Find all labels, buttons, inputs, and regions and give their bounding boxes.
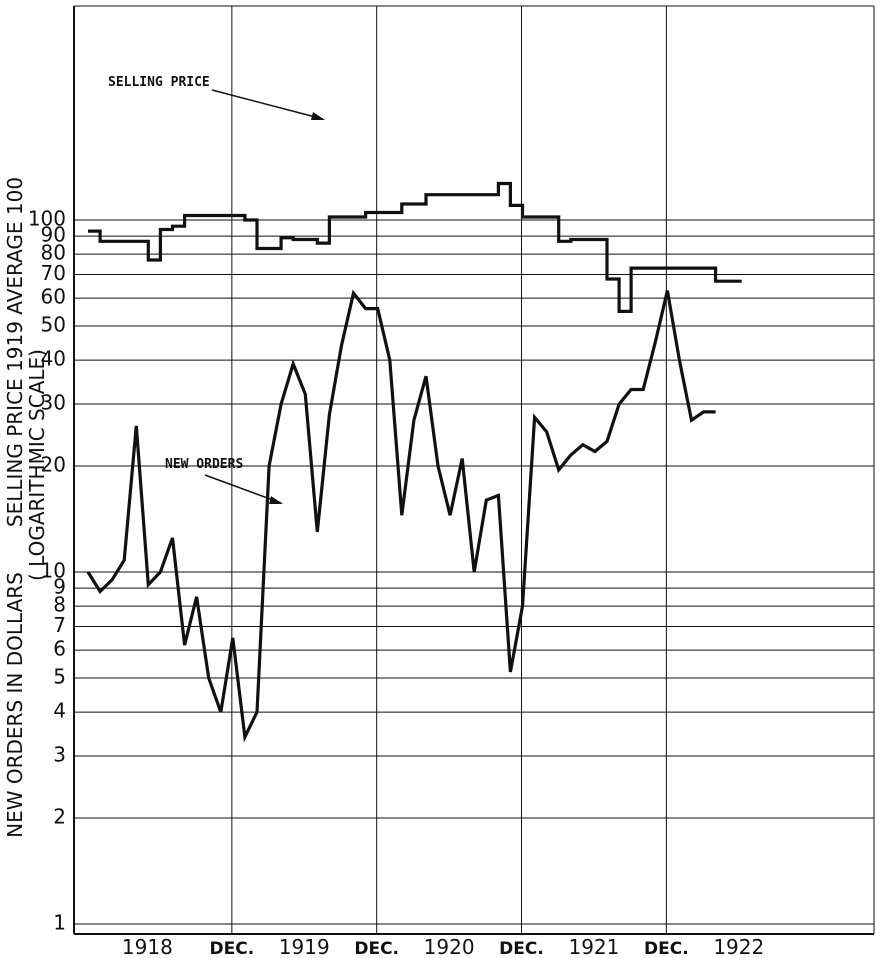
y-axis-label-1: SELLING PRICE 1919 AVERAGE 100 [3, 177, 27, 527]
y-tick-label: 80 [41, 241, 66, 265]
y-tick-label: 7 [53, 613, 66, 637]
annotation-new-orders: NEW ORDERS [165, 457, 283, 504]
annotation-selling-price-arrow [211, 89, 324, 120]
annotation-selling-price-arrowhead [311, 112, 325, 120]
x-tick-label: 1921 [568, 935, 619, 958]
x-tick-label: DEC. [354, 939, 399, 958]
y-tick-label: 20 [41, 453, 66, 477]
y-tick-label: 5 [53, 664, 66, 688]
y-axis-label-2: NEW ORDERS IN DOLLARS [3, 572, 27, 838]
y-tick-label: 4 [53, 699, 66, 723]
y-tick-label: 2 [53, 805, 66, 829]
annotation-new-orders-label: NEW ORDERS [165, 457, 243, 472]
y-tick-label: 90 [41, 223, 66, 247]
y-tick-label: 100 [28, 207, 66, 231]
y-tick-label: 70 [41, 261, 66, 285]
y-tick-label: 30 [41, 391, 66, 415]
y-axis-label-3: ( LOGARITHMIC SCALE) [25, 349, 49, 581]
series-new-orders-line [86, 289, 716, 743]
y-tick-label: 8 [53, 593, 66, 617]
x-tick-label: DEC. [644, 939, 689, 958]
x-tick-label: 1918 [122, 935, 173, 958]
x-tick-label: 1919 [279, 935, 330, 958]
annotation-new-orders-arrowhead [269, 496, 283, 504]
y-tick-label: 60 [41, 285, 66, 309]
x-tick-label: DEC. [499, 939, 544, 958]
series-selling-price-line [88, 181, 742, 313]
y-tick-label: 10 [41, 559, 66, 583]
y-tick-label: 1 [53, 911, 66, 935]
annotation-selling-price: SELLING PRICE [108, 75, 325, 120]
y-tick-label: 50 [41, 312, 66, 336]
y-tick-label: 40 [41, 347, 66, 371]
x-axis-ticks: 1918 DEC. 1919 DEC. 1920 DEC. 1921 DEC. 1922 [122, 935, 764, 958]
y-tick-label: 3 [53, 743, 66, 767]
annotation-selling-price-label: SELLING PRICE [108, 75, 210, 90]
annotation-new-orders-arrow [204, 474, 282, 504]
y-tick-label: 6 [53, 637, 66, 661]
y-tick-label: 9 [53, 575, 66, 599]
x-tick-label: 1922 [713, 935, 764, 958]
y-axis-title: SELLING PRICE 1919 AVERAGE 100 NEW ORDER… [3, 177, 49, 838]
series-layer [86, 181, 742, 743]
x-tick-label: DEC. [210, 939, 255, 958]
x-tick-label: 1920 [424, 935, 475, 958]
